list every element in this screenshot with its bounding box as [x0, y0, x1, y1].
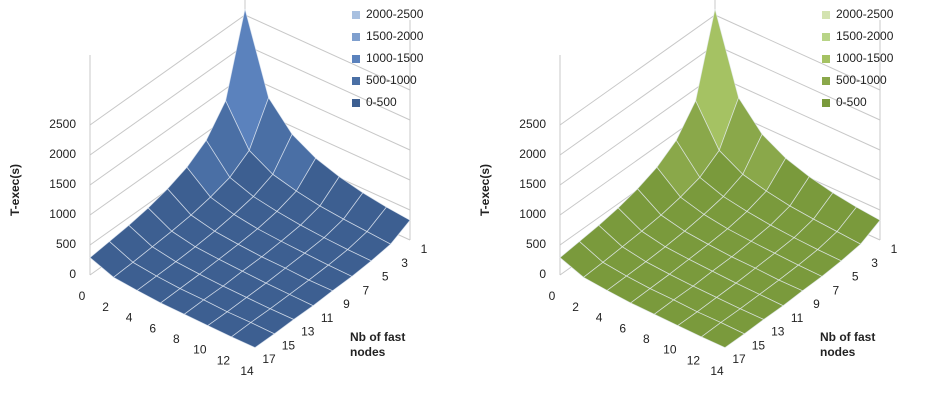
z-tick-label: 500	[526, 237, 546, 251]
x-tick-label: 4	[596, 311, 603, 325]
y-tick-label: 13	[301, 325, 315, 339]
x-tick-label: 0	[549, 289, 556, 303]
legend-label: 1500-2000	[366, 29, 424, 43]
x-tick-label: 8	[173, 332, 180, 346]
chart: 0500100015002000250002468101214135791113…	[478, 0, 898, 378]
x-tick-label: 4	[126, 311, 133, 325]
z-tick-label: 1500	[49, 177, 76, 191]
y-tick-label: 7	[833, 283, 840, 297]
z-tick-label: 2500	[49, 117, 76, 131]
legend-label: 0-500	[836, 95, 867, 109]
y-tick-label: 1	[421, 242, 428, 256]
y-tick-label: 15	[282, 338, 296, 352]
z-axis-title: T-exec(s)	[478, 164, 492, 216]
x-tick-label: 2	[572, 300, 579, 314]
legend-swatch	[822, 55, 830, 63]
y-tick-label: 17	[262, 352, 276, 366]
y-tick-label: 7	[363, 283, 370, 297]
y-axis-title: Nb of fast nodes	[350, 330, 406, 359]
y-axis-title-box: Nb of fast nodes	[350, 330, 406, 359]
x-tick-label: 10	[663, 343, 677, 357]
legend-label: 1000-1500	[366, 51, 424, 65]
y-tick-label: 5	[382, 270, 389, 284]
y-tick-label: 11	[321, 311, 334, 325]
z-tick-label: 1000	[519, 207, 546, 221]
legend-swatch	[822, 77, 830, 85]
surface-cell	[700, 322, 746, 349]
y-tick-label: 3	[401, 256, 408, 270]
x-tick-label: 12	[687, 353, 701, 367]
legend-swatch	[352, 77, 360, 85]
y-tick-label: 1	[891, 242, 898, 256]
x-tick-label: 2	[102, 300, 109, 314]
y-tick-label: 13	[771, 325, 785, 339]
z-axis-title: T-exec(s)	[8, 164, 22, 216]
x-tick-label: 8	[643, 332, 650, 346]
x-tick-label: 10	[193, 343, 207, 357]
y-tick-label: 11	[791, 311, 804, 325]
chart: 0500100015002000250002468101214135791113…	[8, 0, 428, 378]
x-tick-label: 0	[79, 289, 86, 303]
y-tick-label: 9	[343, 297, 350, 311]
z-tick-label: 2500	[519, 117, 546, 131]
z-tick-label: 2000	[49, 147, 76, 161]
y-tick-label: 3	[871, 256, 878, 270]
legend-swatch	[352, 99, 360, 107]
legend-label: 1000-1500	[836, 51, 894, 65]
legend-swatch	[352, 33, 360, 41]
legend-label: 0-500	[366, 95, 397, 109]
z-tick-label: 500	[56, 237, 76, 251]
legend-label: 2000-2500	[366, 7, 424, 21]
legend-label: 2000-2500	[836, 7, 894, 21]
x-tick-label: 14	[240, 364, 254, 378]
legend-label: 500-1000	[366, 73, 417, 87]
legend-swatch	[352, 55, 360, 63]
z-tick-label: 0	[539, 267, 546, 281]
legend-swatch	[822, 11, 830, 19]
legend-label: 1500-2000	[836, 29, 894, 43]
y-tick-label: 5	[852, 270, 859, 284]
x-tick-label: 6	[149, 321, 156, 335]
x-tick-label: 14	[710, 364, 724, 378]
z-tick-label: 1500	[519, 177, 546, 191]
z-tick-label: 2000	[519, 147, 546, 161]
legend-label: 500-1000	[836, 73, 887, 87]
x-tick-label: 12	[217, 353, 231, 367]
y-axis-title: Nb of fast nodes	[820, 330, 876, 359]
y-axis-title-box: Nb of fast nodes	[820, 330, 876, 359]
z-tick-label: 0	[69, 267, 76, 281]
legend-swatch	[822, 33, 830, 41]
z-tick-label: 1000	[49, 207, 76, 221]
legend-swatch	[822, 99, 830, 107]
legend-swatch	[352, 11, 360, 19]
y-tick-label: 15	[752, 338, 766, 352]
x-tick-label: 6	[619, 321, 626, 335]
y-tick-label: 17	[732, 352, 746, 366]
y-tick-label: 9	[813, 297, 820, 311]
surface-cell	[230, 322, 276, 349]
